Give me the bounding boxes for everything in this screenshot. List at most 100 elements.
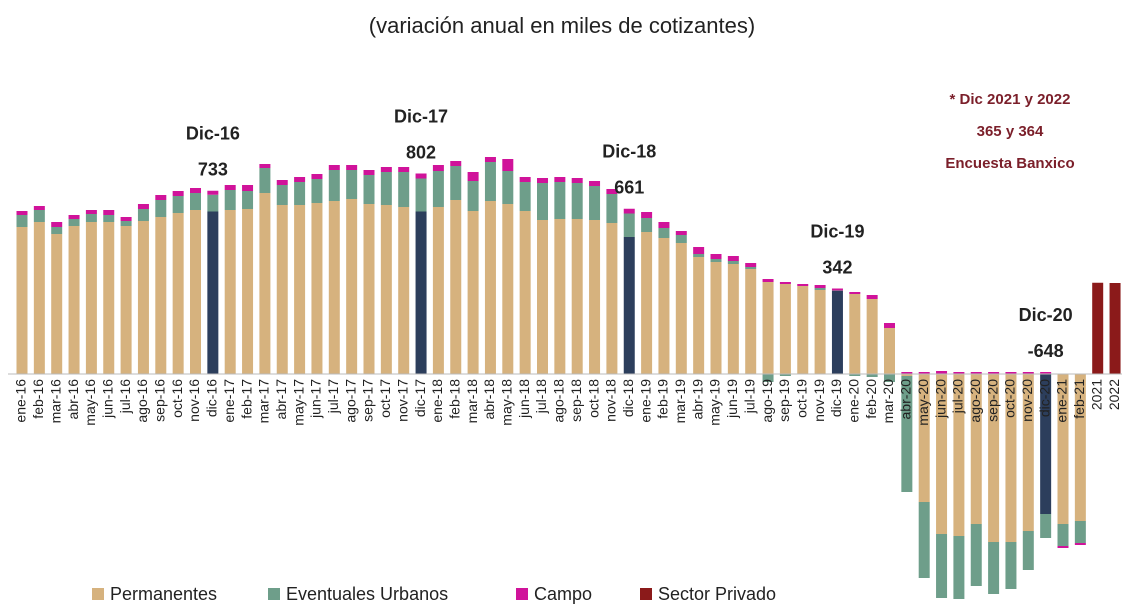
bar-segment	[155, 217, 167, 374]
x-tick-label: mar-16	[47, 379, 63, 424]
bar-segment	[16, 227, 28, 374]
bar-segment	[623, 213, 635, 237]
x-tick-label: feb-21	[1071, 379, 1087, 419]
bar-segment	[1074, 521, 1086, 543]
bar-segment	[884, 328, 895, 374]
x-tick-label: jul-20	[950, 379, 966, 414]
x-tick-label: ago-18	[551, 379, 567, 423]
x-tick-label: sep-16	[152, 379, 168, 422]
x-tick-label: sep-18	[568, 379, 584, 422]
annotation-value: 733	[198, 160, 228, 180]
bar-segment	[866, 295, 878, 299]
bar-segment	[103, 210, 115, 215]
bar-segment	[710, 259, 722, 262]
x-tick-label: sep-20	[984, 379, 1000, 422]
bar-segment	[172, 196, 184, 213]
bar-segment	[675, 243, 687, 374]
bar-segment	[519, 182, 531, 211]
bar-segment	[276, 205, 288, 374]
bar-segment	[519, 177, 531, 182]
annotation-label: Dic-20	[1019, 305, 1073, 325]
bar-segment	[901, 372, 913, 374]
x-tick-label: may-16	[82, 379, 98, 426]
bar-segment	[693, 254, 705, 257]
bar-segment	[484, 162, 496, 201]
x-tick-label: jun-20	[932, 379, 948, 419]
legend-swatch	[640, 588, 652, 600]
annotation-value: -648	[1028, 341, 1064, 361]
bar-segment	[1074, 543, 1086, 545]
note: 365 y 364	[977, 123, 1044, 140]
bar-segment	[641, 218, 653, 232]
bar-segment	[849, 374, 861, 376]
x-tick-label: oct-16	[169, 379, 185, 418]
bar-segment	[1005, 542, 1017, 589]
bar-segment	[537, 178, 548, 183]
x-tick-label: abr-19	[689, 379, 705, 420]
bar-segment	[762, 279, 774, 282]
bar-segment	[155, 195, 167, 200]
bar-segment	[242, 185, 254, 191]
bar-segment	[953, 536, 965, 599]
x-tick-label: dic-20	[1036, 379, 1052, 417]
bar-segment	[137, 204, 149, 209]
x-tick-label: jun-16	[99, 379, 115, 419]
bar-segment	[103, 215, 115, 222]
bar-segment	[814, 285, 826, 288]
bar-segment	[814, 288, 826, 290]
bar-segment	[224, 210, 236, 374]
x-tick-label: 2022	[1106, 379, 1122, 410]
bar-segment	[450, 161, 462, 166]
bar-segment	[415, 178, 427, 212]
bar-segment	[519, 211, 531, 374]
x-tick-label: feb-17	[238, 379, 254, 419]
bar-segment	[363, 175, 375, 204]
bar-segment	[988, 374, 1000, 542]
bar-segment	[623, 208, 635, 214]
bar-segment	[658, 238, 670, 374]
x-tick-label: 2021	[1088, 379, 1104, 410]
x-tick-label: jul-17	[325, 379, 341, 414]
bar-segment	[467, 181, 479, 211]
x-tick-label: ago-17	[342, 379, 358, 423]
bar-segment	[901, 376, 913, 492]
bar-segment	[953, 374, 965, 536]
x-tick-label: may-17	[290, 379, 306, 426]
bar-segment	[779, 284, 791, 374]
bar-segment	[311, 174, 323, 179]
bar-segment	[294, 205, 306, 374]
x-tick-label: mar-19	[672, 379, 688, 424]
bar-segment	[866, 374, 878, 377]
x-tick-label: dic-18	[620, 379, 636, 417]
bar-segment	[641, 212, 653, 218]
bar-segment	[276, 185, 288, 205]
bar-segment	[380, 172, 392, 205]
x-tick-label: mar-20	[880, 379, 896, 424]
x-tick-label: may-20	[915, 379, 931, 426]
x-tick-label: dic-16	[204, 379, 220, 417]
bar-segment	[866, 299, 878, 374]
bar-segment	[988, 542, 1000, 594]
legend-label: Sector Privado	[658, 584, 776, 604]
annotation-label: Dic-18	[602, 142, 656, 162]
bar-segment	[398, 167, 410, 172]
bar-segment	[450, 166, 462, 200]
x-tick-label: feb-19	[655, 379, 671, 419]
x-tick-label: may-19	[707, 379, 723, 426]
bar-segment	[537, 183, 548, 220]
bar-segment	[190, 210, 201, 374]
bar-segment	[155, 200, 167, 217]
x-tick-label: ago-16	[134, 379, 150, 423]
x-tick-label: nov-17	[394, 379, 410, 422]
chart-title: (variación anual en miles de cotizantes)	[369, 13, 755, 38]
x-tick-label: feb-18	[446, 379, 462, 419]
bar-segment	[467, 211, 479, 374]
bar-segment	[606, 194, 618, 223]
bar-segment	[658, 228, 670, 238]
bar-segment	[311, 203, 323, 374]
bar-segment	[85, 214, 97, 222]
bar-segment	[502, 204, 514, 374]
bar-segment	[467, 172, 479, 181]
bar-segment	[328, 201, 340, 374]
bar-segment	[242, 191, 254, 209]
